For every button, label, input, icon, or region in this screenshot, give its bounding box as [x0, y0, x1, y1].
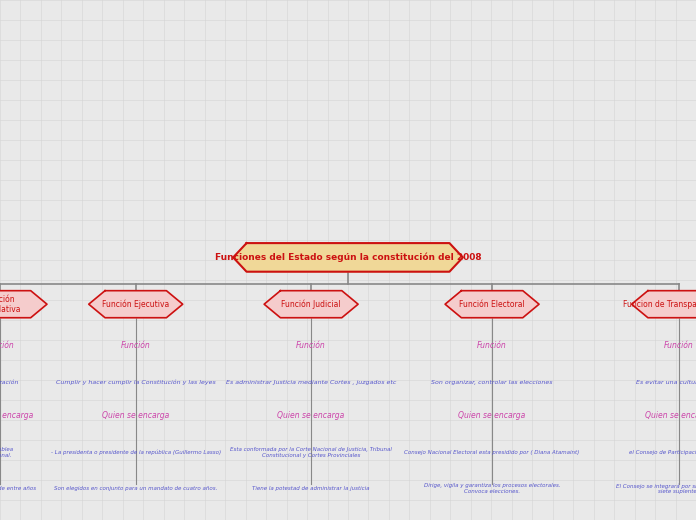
- Text: Son elegido de entre años: Son elegido de entre años: [0, 486, 36, 491]
- Text: Fiscalización: Fiscalización: [0, 380, 19, 385]
- Text: Función: Función: [121, 341, 150, 350]
- Text: Tiene la potestad de administrar la justicia: Tiene la potestad de administrar la just…: [253, 486, 370, 491]
- Polygon shape: [264, 291, 358, 318]
- Text: Función: Función: [0, 341, 15, 350]
- Text: Quien se encarga: Quien se encarga: [278, 411, 345, 421]
- Text: Es evitar una cultura de co: Es evitar una cultura de co: [636, 380, 696, 385]
- Text: - La presidenta o presidente de la república (Guillermo Lasso): - La presidenta o presidente de la repúb…: [51, 450, 221, 455]
- Text: Función Judicial: Función Judicial: [281, 300, 341, 309]
- Text: Son organizar, controlar las elecciones: Son organizar, controlar las elecciones: [432, 380, 553, 385]
- Text: Funciones del Estado según la constitución del 2008: Funciones del Estado según la constituci…: [214, 253, 482, 262]
- Polygon shape: [233, 243, 463, 271]
- Text: Función: Función: [664, 341, 693, 350]
- Text: Función: Función: [296, 341, 326, 350]
- Text: Consejo Nacional Electoral esta presidido por ( Diana Atamaint): Consejo Nacional Electoral esta presidid…: [404, 450, 580, 455]
- Text: Quien se encarga: Quien se encarga: [102, 411, 169, 421]
- Text: el Consejo de Participación Ciudada: el Consejo de Participación Ciudada: [629, 450, 696, 455]
- Text: Función Ejecutiva: Función Ejecutiva: [102, 300, 169, 309]
- Polygon shape: [0, 291, 47, 318]
- Text: Es administrar Justicia mediante Cortes , juzgados etc: Es administrar Justicia mediante Cortes …: [226, 380, 396, 385]
- Text: Función: Función: [477, 341, 507, 350]
- Polygon shape: [632, 291, 696, 318]
- Text: Cumplir y hacer cumplir la Constitución y las leyes: Cumplir y hacer cumplir la Constitución …: [56, 380, 216, 385]
- Text: Función Electoral: Función Electoral: [459, 300, 525, 309]
- Text: Quien se encarga: Quien se encarga: [0, 411, 33, 421]
- Text: Dirige, vigila y garantiza los procesos electorales.
Convoca elecciones.: Dirige, vigila y garantiza los procesos …: [424, 484, 560, 494]
- Text: Quien se encarga: Quien se encarga: [645, 411, 696, 421]
- Polygon shape: [89, 291, 182, 318]
- Text: Función
Legislativa: Función Legislativa: [0, 294, 21, 314]
- Text: Funcion de Transparencia y C: Funcion de Transparencia y C: [622, 300, 696, 309]
- Text: Esta conformada por la Corte Nacional de Justicia, Tribunal
Constitucional y Cor: Esta conformada por la Corte Nacional de…: [230, 447, 392, 458]
- Text: Son elegidos en conjunto para un mandato de cuatro años.: Son elegidos en conjunto para un mandato…: [54, 486, 217, 491]
- Text: Quien se encarga: Quien se encarga: [459, 411, 525, 421]
- Text: El Consejo se integrará por siete consejeras o
siete suplentes: El Consejo se integrará por siete consej…: [616, 483, 696, 495]
- Text: Asamblea
Nacional.: Asamblea Nacional.: [0, 447, 13, 458]
- Polygon shape: [445, 291, 539, 318]
